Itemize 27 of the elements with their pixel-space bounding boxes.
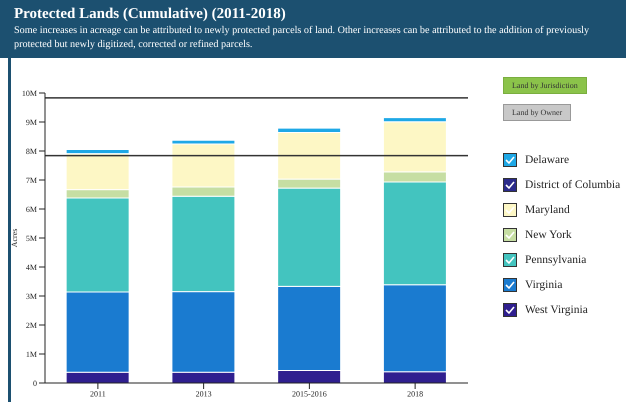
legend-label: Pennsylvania xyxy=(525,254,586,266)
legend-label: West Virginia xyxy=(525,304,588,316)
toggle-button: Land by Owner xyxy=(503,104,572,121)
y-axis-title: Acres xyxy=(10,228,19,248)
y-tick-label: 5M xyxy=(26,234,37,243)
x-tick-label: 2018 xyxy=(407,390,424,399)
x-tick-label: 2013 xyxy=(196,390,212,399)
y-tick-label: 9M xyxy=(26,118,37,127)
x-tick-label: 2015-2016 xyxy=(292,390,327,399)
legend-label: Delaware xyxy=(525,154,570,166)
legend-label: New York xyxy=(525,228,572,240)
y-tick-label: 10M xyxy=(22,88,37,98)
y-tick-label: 0 xyxy=(33,378,37,388)
chart-title: Protected Lands (Cumulative) (2011-2018) xyxy=(14,5,287,24)
x-tick-label: 2011 xyxy=(90,390,106,399)
legend-label: District of Columbia xyxy=(525,178,620,190)
legend-label: Virginia xyxy=(525,278,562,290)
toggle-button: Land by Jurisdiction xyxy=(503,77,587,94)
y-tick-label: 2M xyxy=(26,320,37,330)
y-tick-label: 3M xyxy=(26,292,37,301)
chart-subtitle: Some increases in acreage can be attributed to newly protected parcels of land. Other increases can be attributed to the addition of previously protected but newly digitized, corrected or refined parcels. xyxy=(14,24,590,52)
y-tick-label: 6M xyxy=(26,204,37,214)
legend-label: Maryland xyxy=(525,204,570,216)
y-tick-label: 7M xyxy=(26,176,37,185)
y-tick-label: 8M xyxy=(26,146,37,156)
y-tick-label: 4M xyxy=(26,262,37,272)
y-tick-label: 1M xyxy=(26,350,37,359)
